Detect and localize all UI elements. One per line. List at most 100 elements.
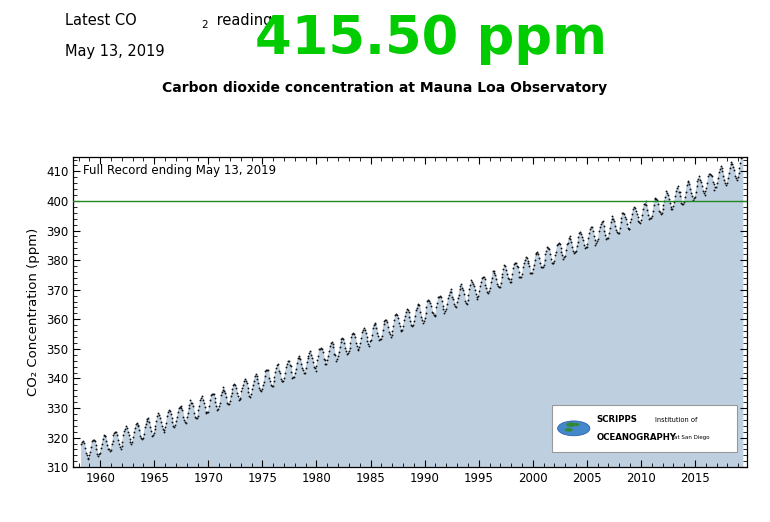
- Point: [700, 183, 712, 192]
- Point: [181, 413, 193, 422]
- Point: [397, 322, 410, 330]
- Point: [681, 181, 693, 189]
- Point: [688, 194, 700, 202]
- Point: [438, 309, 450, 317]
- Point: [595, 218, 608, 226]
- Point: [511, 262, 523, 270]
- Point: [443, 291, 455, 299]
- Point: [710, 183, 722, 191]
- Point: [632, 217, 644, 226]
- Point: [343, 344, 356, 352]
- Point: [238, 377, 250, 385]
- Point: [638, 200, 651, 208]
- Point: [660, 186, 672, 195]
- Point: [554, 240, 566, 248]
- Point: [89, 437, 101, 445]
- Point: [306, 353, 318, 362]
- Point: [440, 304, 452, 313]
- Point: [189, 412, 201, 421]
- Point: [122, 431, 135, 440]
- Point: [263, 373, 275, 382]
- Point: [411, 300, 424, 309]
- Point: [331, 354, 343, 363]
- Point: [559, 252, 571, 260]
- Point: [641, 206, 654, 214]
- Point: [388, 316, 400, 324]
- Point: [148, 429, 160, 437]
- Point: [132, 421, 144, 429]
- Point: [531, 247, 544, 256]
- Point: [608, 215, 620, 223]
- Point: [688, 193, 701, 201]
- Point: [227, 381, 239, 389]
- Point: [126, 437, 139, 446]
- Point: [647, 207, 659, 216]
- Point: [383, 330, 396, 338]
- Point: [333, 348, 345, 356]
- Point: [383, 327, 395, 336]
- Point: [713, 168, 725, 176]
- Point: [639, 197, 651, 206]
- Point: [598, 227, 611, 235]
- Circle shape: [573, 423, 580, 426]
- Point: [727, 163, 739, 171]
- Point: [674, 188, 686, 196]
- Point: [133, 426, 146, 434]
- Point: [466, 278, 478, 286]
- Point: [229, 384, 242, 393]
- Point: [196, 396, 209, 404]
- Point: [187, 401, 199, 410]
- Point: [115, 445, 127, 453]
- Point: [113, 443, 126, 452]
- Point: [368, 319, 380, 327]
- Point: [498, 261, 511, 269]
- Text: SCRIPPS: SCRIPPS: [597, 415, 638, 424]
- Point: [724, 164, 736, 172]
- Point: [633, 218, 645, 227]
- Point: [138, 429, 150, 437]
- Point: [469, 286, 481, 294]
- Point: [482, 289, 494, 298]
- Point: [95, 444, 107, 452]
- Point: [675, 192, 687, 200]
- Point: [525, 268, 537, 277]
- Point: [193, 401, 206, 410]
- Point: [676, 200, 688, 208]
- Point: [153, 410, 166, 419]
- Point: [76, 438, 89, 446]
- Point: [569, 248, 581, 256]
- Point: [479, 281, 491, 290]
- Point: [450, 298, 463, 306]
- Point: [658, 196, 671, 205]
- Text: Carbon dioxide concentration at Mauna Loa Observatory: Carbon dioxide concentration at Mauna Lo…: [162, 81, 608, 95]
- Point: [176, 406, 189, 414]
- Point: [232, 392, 244, 400]
- Point: [500, 266, 512, 274]
- Point: [655, 208, 668, 217]
- Point: [403, 308, 415, 316]
- Point: [637, 205, 649, 213]
- Point: [509, 258, 521, 267]
- Point: [277, 377, 290, 385]
- Point: [652, 200, 665, 208]
- Point: [424, 299, 436, 307]
- Point: [613, 229, 625, 237]
- Point: [377, 320, 390, 328]
- Point: [199, 408, 212, 417]
- Point: [146, 431, 159, 440]
- Point: [322, 352, 334, 360]
- Point: [406, 322, 418, 330]
- Point: [708, 186, 721, 194]
- Point: [182, 404, 195, 412]
- Point: [511, 263, 524, 271]
- Point: [373, 336, 385, 344]
- Point: [348, 330, 360, 339]
- Point: [243, 388, 255, 397]
- Point: [273, 369, 286, 377]
- Point: [682, 177, 695, 185]
- Point: [705, 171, 717, 179]
- Point: [198, 399, 210, 408]
- Point: [354, 338, 367, 347]
- Point: [290, 359, 303, 367]
- Point: [477, 273, 490, 281]
